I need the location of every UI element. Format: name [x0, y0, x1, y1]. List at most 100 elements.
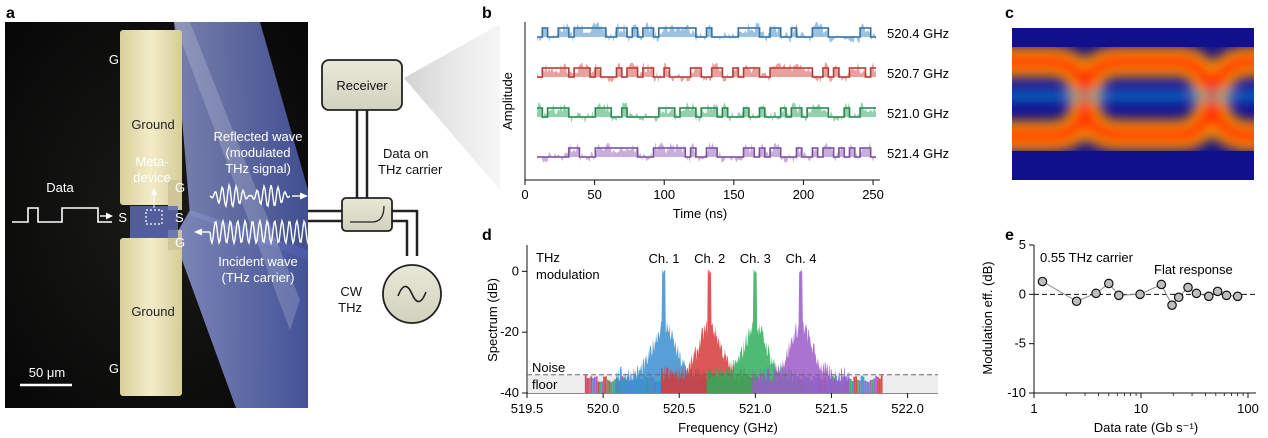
panel-d-xtick-label: 520.5: [663, 401, 696, 416]
panel-e-point: [1091, 288, 1101, 299]
panel-d-floor-bin: [593, 376, 596, 393]
reflected-wave: [209, 182, 291, 209]
panel-d-channel-spectrum: [752, 269, 850, 393]
label-data: Data: [46, 180, 74, 195]
panel-b-series-noise: [537, 62, 876, 83]
panel-e-point: [1156, 279, 1167, 290]
panel-e-point: [1135, 289, 1145, 300]
setup-diagram: Receiver Data on THz carrier CW THz: [308, 24, 500, 324]
label-incident-1: Incident wave: [218, 254, 298, 269]
panel-d-floor-bin: [860, 375, 863, 393]
receiver-label: Receiver: [336, 78, 388, 93]
panel-d-floor-bin: [849, 378, 852, 393]
panel-b-xtick-label: 150: [723, 187, 745, 202]
ground-pad-bottom: [120, 238, 182, 396]
panel-d-floor-bin: [873, 378, 876, 393]
panel-b-series-trace: [537, 27, 876, 38]
panel-e-point: [1037, 276, 1048, 287]
panel-d-floor-bin: [592, 378, 594, 393]
panel-d-floor-bin: [584, 375, 587, 393]
panel-b-xtick-label: 50: [587, 187, 601, 202]
panel-b: Amplitude Time (ns) 0 50 100 150 200 250 520.4…: [500, 22, 949, 221]
panel-d-floor-bin: [595, 376, 598, 393]
panel-d-floor-bin: [875, 375, 878, 393]
label-g-bottom: G: [109, 361, 119, 376]
panel-e-point: [1103, 278, 1114, 289]
panel-e-ytick-label: 5: [1019, 237, 1026, 252]
label-reflected-3: THz signal): [225, 161, 291, 176]
panel-e-point: [1183, 282, 1193, 293]
panel-b-series-label: 520.4 GHz: [887, 26, 949, 41]
panel-d-floor-bin: [864, 380, 867, 393]
panel-e-ytick-label: 0: [1019, 286, 1026, 301]
panel-d-floor-bin: [588, 378, 591, 393]
receiver-cable: [355, 110, 369, 198]
panel-d-floor-bin: [606, 379, 609, 393]
panel-d-floor-bin: [586, 378, 589, 393]
panel-d-floor-bin: [610, 382, 613, 393]
panel-d-floor-bin: [853, 376, 856, 393]
panel-d-floor-bin: [851, 381, 854, 393]
label-s-right: S: [175, 210, 184, 225]
panel-e-point: [1203, 291, 1214, 302]
panel-b-series-trace: [537, 107, 876, 118]
panel-e-point: [1071, 296, 1082, 307]
label-ground-bottom: Ground: [131, 304, 174, 319]
receiver-box: [321, 59, 403, 111]
data-arrow-head: [106, 212, 113, 220]
panel-d-ytick-label: -20: [500, 324, 519, 339]
panel-label-e: e: [1005, 227, 1014, 244]
panel-d-channel-label: Ch. 1: [648, 251, 679, 266]
panel-d-floor-bin: [590, 376, 593, 393]
panel-e-point: [1173, 292, 1184, 303]
panel-d-noise-label-1: Noise: [532, 360, 565, 375]
panel-label-b: b: [482, 5, 492, 22]
panel-c: [1012, 28, 1254, 180]
panel-d-floor-bin: [867, 382, 870, 393]
label-metadevice-2: device: [133, 170, 171, 185]
panel-d-floor-bin: [880, 375, 883, 393]
panel-b-series-noise: [537, 22, 876, 43]
panel-b-xtick-label: 100: [653, 187, 675, 202]
panel-d-xtick-label: 519.5: [511, 401, 544, 416]
panel-b-series-trace: [537, 147, 876, 158]
eye-core-2: [1012, 55, 1254, 143]
panel-d-channel-spectrum: [661, 269, 759, 393]
metadevice-region: [130, 206, 178, 238]
panel-d-floor-bin: [866, 381, 868, 393]
panel-d-floor-bin: [858, 380, 861, 393]
ground-pad-top: [120, 30, 182, 205]
panel-d-floor-bin: [612, 381, 615, 393]
receiver-beam: [404, 24, 500, 190]
signal-pad-top: [168, 180, 182, 210]
panel-e-point: [1232, 291, 1243, 302]
label-reflected-2: (modulated: [225, 145, 290, 160]
panel-d-floor-bin: [869, 379, 872, 393]
label-g-right-top: G: [175, 180, 185, 195]
metadevice-arrow-head: [151, 188, 157, 195]
panel-b-xtick-label: 0: [521, 187, 528, 202]
panel-b-series-label: 520.7 GHz: [887, 66, 949, 81]
panel-d-channel-spectrum: [615, 269, 713, 393]
panel-label-a: a: [6, 5, 15, 22]
panel-e-xlabel: Data rate (Gb s⁻¹): [1094, 420, 1198, 435]
label-s-left: S: [118, 210, 127, 225]
eye-diagram: [1012, 47, 1254, 151]
label-reflected-1: Reflected wave: [214, 129, 303, 144]
panel-d-channel-label: Ch. 3: [740, 251, 771, 266]
label-incident-2: (THz carrier): [222, 270, 295, 285]
metadevice-box: [145, 209, 163, 225]
panel-d-title-2: modulation: [536, 267, 600, 282]
panel-d-xtick-label: 522.0: [891, 401, 924, 416]
sine-icon: [397, 285, 427, 303]
panel-b-series-trace: [537, 67, 876, 78]
coupler-box: [341, 197, 393, 232]
data-carrier-1: Data on: [383, 146, 429, 161]
panel-d-xtick-label: 521.0: [739, 401, 772, 416]
panel-e-annotation-flat: Flat response: [1154, 262, 1233, 277]
panel-d-floor-bin: [877, 377, 879, 393]
panel-e-ylabel: Modulation eff. (dB): [980, 261, 995, 374]
panel-e-point: [1113, 290, 1124, 301]
panel-d-channel-label: Ch. 4: [785, 251, 816, 266]
data-waveform: [12, 207, 112, 223]
